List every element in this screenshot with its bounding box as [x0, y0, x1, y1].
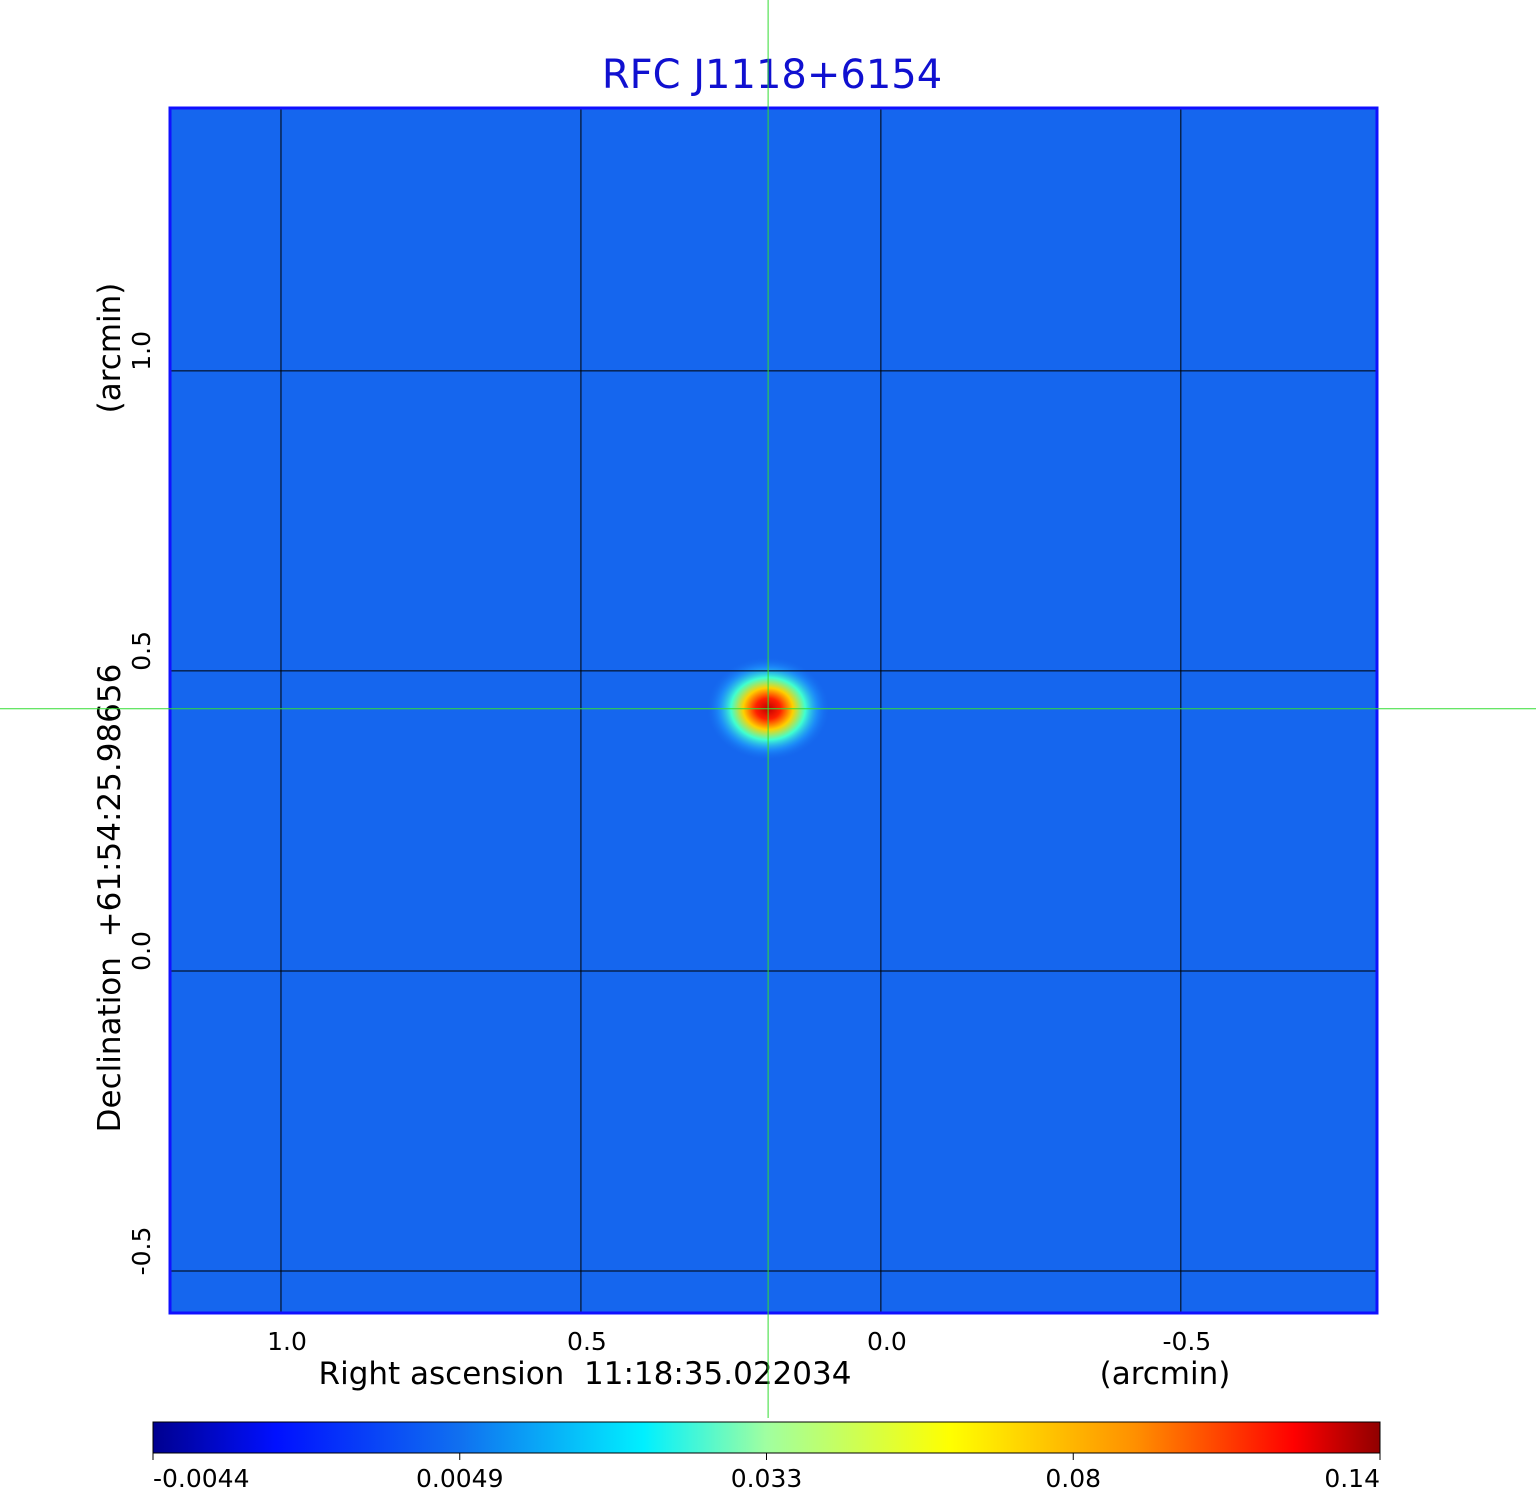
- colorbar-tick-label: 0.14: [1324, 1464, 1380, 1493]
- x-axis-label: Right ascension 11:18:35.022034: [319, 1356, 852, 1392]
- plot-frame: [168, 106, 1379, 1315]
- y-tick-label: -0.5: [127, 1227, 156, 1276]
- colorbar: [152, 1421, 1381, 1454]
- x-tick-label: 1.0: [267, 1327, 307, 1356]
- x-tick-label: -0.5: [1162, 1327, 1211, 1356]
- y-tick-label: 0.0: [127, 931, 156, 971]
- colorbar-tick-label: 0.0049: [416, 1464, 503, 1493]
- y-axis-unit: (arcmin): [92, 283, 128, 414]
- colorbar-tick-label: 0.033: [731, 1464, 803, 1493]
- chart-title: RFC J1118+6154: [602, 52, 942, 98]
- colorbar-tick-label: 0.08: [1045, 1464, 1101, 1493]
- y-tick-label: 0.5: [127, 631, 156, 671]
- x-tick-label: 0.0: [867, 1327, 907, 1356]
- y-axis-label: Declination +61:54:25.98656: [92, 664, 128, 1133]
- x-tick-label: 0.5: [567, 1327, 607, 1356]
- y-tick-label: 1.0: [127, 331, 156, 371]
- colorbar-tick-label: -0.0044: [153, 1464, 250, 1493]
- x-axis-unit: (arcmin): [1100, 1356, 1231, 1392]
